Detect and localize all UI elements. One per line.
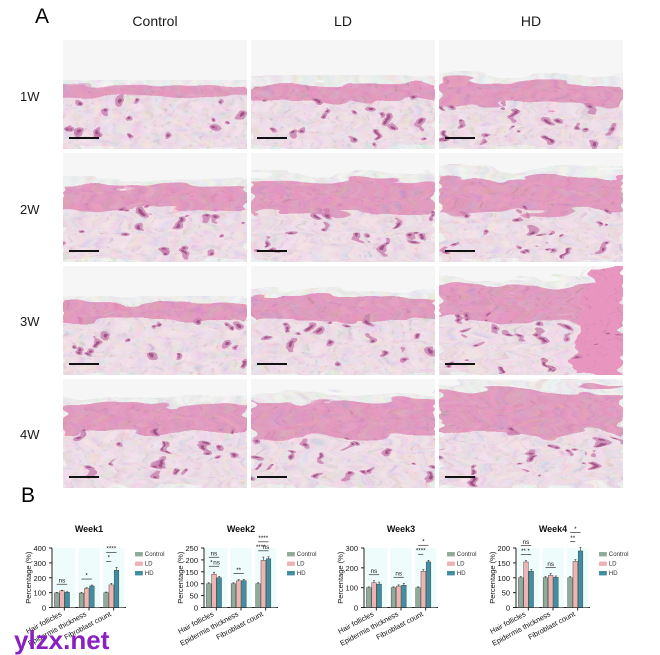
svg-text:LD: LD bbox=[297, 561, 305, 568]
svg-text:0: 0 bbox=[354, 604, 358, 613]
svg-text:0: 0 bbox=[42, 604, 46, 613]
svg-text:*: * bbox=[422, 539, 425, 546]
svg-text:Percentage (%): Percentage (%) bbox=[336, 551, 345, 604]
svg-text:ns: ns bbox=[371, 568, 378, 575]
svg-text:100: 100 bbox=[33, 589, 46, 598]
svg-text:Control: Control bbox=[145, 551, 165, 558]
svg-text:LD: LD bbox=[609, 561, 617, 568]
svg-text:150: 150 bbox=[497, 559, 510, 568]
svg-text:100: 100 bbox=[497, 574, 510, 583]
svg-text:ns: ns bbox=[547, 561, 554, 568]
svg-text:100: 100 bbox=[345, 584, 358, 593]
svg-text:*: * bbox=[574, 526, 577, 533]
svg-text:ns: ns bbox=[263, 544, 270, 551]
svg-text:200: 200 bbox=[33, 574, 46, 583]
svg-text:300: 300 bbox=[33, 559, 46, 568]
svg-text:HD: HD bbox=[457, 570, 466, 577]
svg-text:Percentage (%): Percentage (%) bbox=[176, 551, 185, 604]
svg-text:HD: HD bbox=[145, 570, 154, 577]
svg-text:50: 50 bbox=[190, 592, 198, 601]
svg-text:Week1: Week1 bbox=[75, 524, 103, 534]
svg-text:**: ** bbox=[236, 567, 241, 574]
svg-text:****: **** bbox=[258, 535, 268, 542]
svg-text:HD: HD bbox=[297, 570, 306, 577]
svg-text:Week2: Week2 bbox=[227, 524, 255, 534]
svg-text:250: 250 bbox=[185, 544, 198, 553]
svg-text:400: 400 bbox=[33, 544, 46, 553]
svg-text:ns: ns bbox=[211, 551, 218, 558]
svg-text:**: ** bbox=[570, 535, 575, 542]
svg-text:100: 100 bbox=[185, 580, 198, 589]
svg-text:LD: LD bbox=[457, 561, 465, 568]
svg-text:ns: ns bbox=[213, 560, 220, 567]
svg-text:Percentage (%): Percentage (%) bbox=[488, 551, 497, 604]
svg-text:Week4: Week4 bbox=[539, 524, 567, 534]
svg-text:200: 200 bbox=[497, 544, 510, 553]
svg-text:LD: LD bbox=[145, 561, 153, 568]
svg-text:****: **** bbox=[416, 548, 426, 555]
svg-text:Control: Control bbox=[457, 551, 477, 558]
svg-text:0: 0 bbox=[194, 604, 198, 613]
svg-text:200: 200 bbox=[185, 556, 198, 565]
svg-text:****: **** bbox=[106, 546, 116, 553]
svg-text:HD: HD bbox=[609, 570, 618, 577]
svg-text:**: ** bbox=[521, 548, 526, 555]
svg-text:300: 300 bbox=[345, 544, 358, 553]
svg-text:200: 200 bbox=[345, 564, 358, 573]
svg-text:ns: ns bbox=[395, 571, 402, 578]
svg-text:50: 50 bbox=[502, 589, 510, 598]
svg-text:Week3: Week3 bbox=[387, 524, 415, 534]
svg-text:ns: ns bbox=[59, 578, 66, 585]
svg-text:Control: Control bbox=[297, 551, 317, 558]
svg-text:0: 0 bbox=[506, 604, 510, 613]
svg-text:Control: Control bbox=[609, 551, 629, 558]
svg-text:Percentage (%): Percentage (%) bbox=[24, 551, 33, 604]
svg-text:ns: ns bbox=[523, 539, 530, 546]
svg-text:150: 150 bbox=[185, 568, 198, 577]
